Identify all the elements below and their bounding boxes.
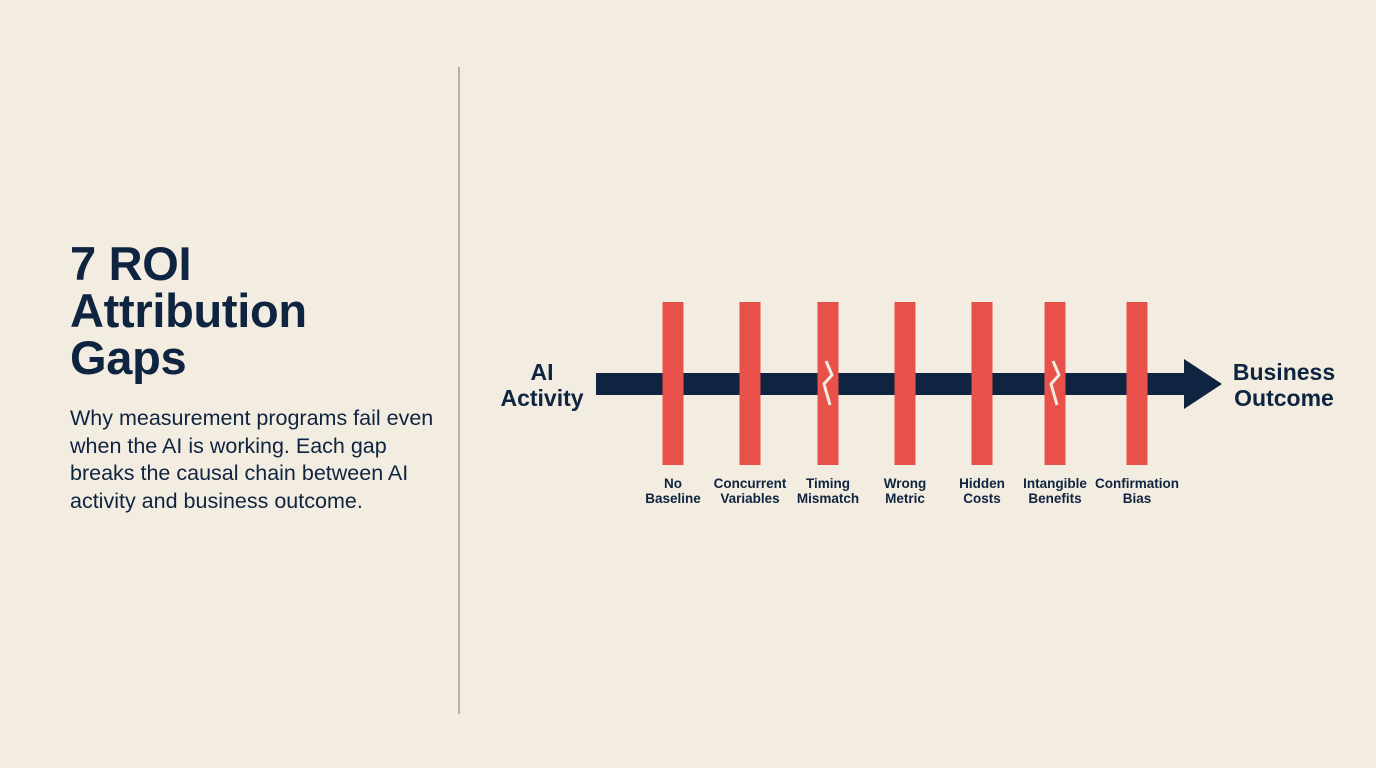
gap-label-line-2: Costs — [963, 491, 1001, 506]
gap-bar-2 — [739, 302, 761, 465]
gap-bar-7 — [1126, 302, 1148, 465]
chain-segment-2 — [833, 373, 1050, 395]
gap-label-line-2: Bias — [1122, 491, 1152, 506]
start-node-label: AI Activity — [492, 359, 592, 411]
gap-label-line-1: Concurrent — [713, 476, 787, 491]
gap-bar-1 — [662, 302, 684, 465]
gap-label-5: Hidden Costs — [934, 476, 1030, 506]
gap-label-1: No Baseline — [625, 476, 721, 506]
gap-bar-3 — [817, 302, 839, 465]
title-line-3: Gaps — [70, 331, 187, 384]
page-subtitle: Why measurement programs fail even when … — [70, 406, 434, 513]
gap-label-line-2: Variables — [720, 491, 780, 506]
chain-segment-3 — [1060, 373, 1186, 395]
gap-label-4: Wrong Metric — [857, 476, 953, 506]
gap-label-2: Concurrent Variables — [702, 476, 798, 506]
page-title: 7 ROI Attribution Gaps — [70, 240, 340, 381]
gap-label-line-2: Baseline — [645, 491, 701, 506]
gap-label-line-2: Metric — [885, 491, 925, 506]
vertical-divider — [458, 67, 460, 714]
gap-bar-5 — [971, 302, 993, 465]
start-label-line-2: Activity — [500, 385, 584, 411]
gap-bars — [662, 302, 1148, 465]
end-label-line-1: Business — [1232, 359, 1336, 385]
gap-label-line-1: Timing — [805, 476, 850, 491]
end-label-line-2: Outcome — [1234, 385, 1334, 411]
chain-shaft — [596, 373, 1186, 395]
chain-break-mark-3 — [822, 360, 834, 406]
gap-label-7: Confirmation Bias — [1089, 476, 1185, 506]
gap-label-line-1: Confirmation — [1095, 476, 1179, 491]
gap-bar-6 — [1044, 302, 1066, 465]
end-node-label: Business Outcome — [1228, 359, 1340, 411]
break-marks — [822, 360, 1061, 406]
title-line-1: 7 ROI — [70, 237, 192, 290]
gap-bar-4 — [894, 302, 916, 465]
left-panel: 7 ROI Attribution Gaps Why measurement p… — [70, 240, 450, 515]
gap-label-line-1: Intangible — [1023, 476, 1087, 491]
gap-label-line-1: Wrong — [883, 476, 927, 491]
gap-label-line-1: Hidden — [959, 476, 1005, 491]
chain-break-mark-6 — [1049, 360, 1061, 406]
start-label-line-1: AI — [530, 359, 554, 385]
title-line-2: Attribution — [70, 284, 307, 337]
gap-label-3: Timing Mismatch — [780, 476, 876, 506]
chain-arrowhead — [1184, 359, 1222, 409]
gap-label-line-2: Benefits — [1028, 491, 1082, 506]
gap-label-6: Intangible Benefits — [1007, 476, 1103, 506]
gap-label-line-1: No — [664, 476, 682, 491]
chain-segment-1 — [596, 373, 823, 395]
gap-label-line-2: Mismatch — [796, 491, 860, 506]
